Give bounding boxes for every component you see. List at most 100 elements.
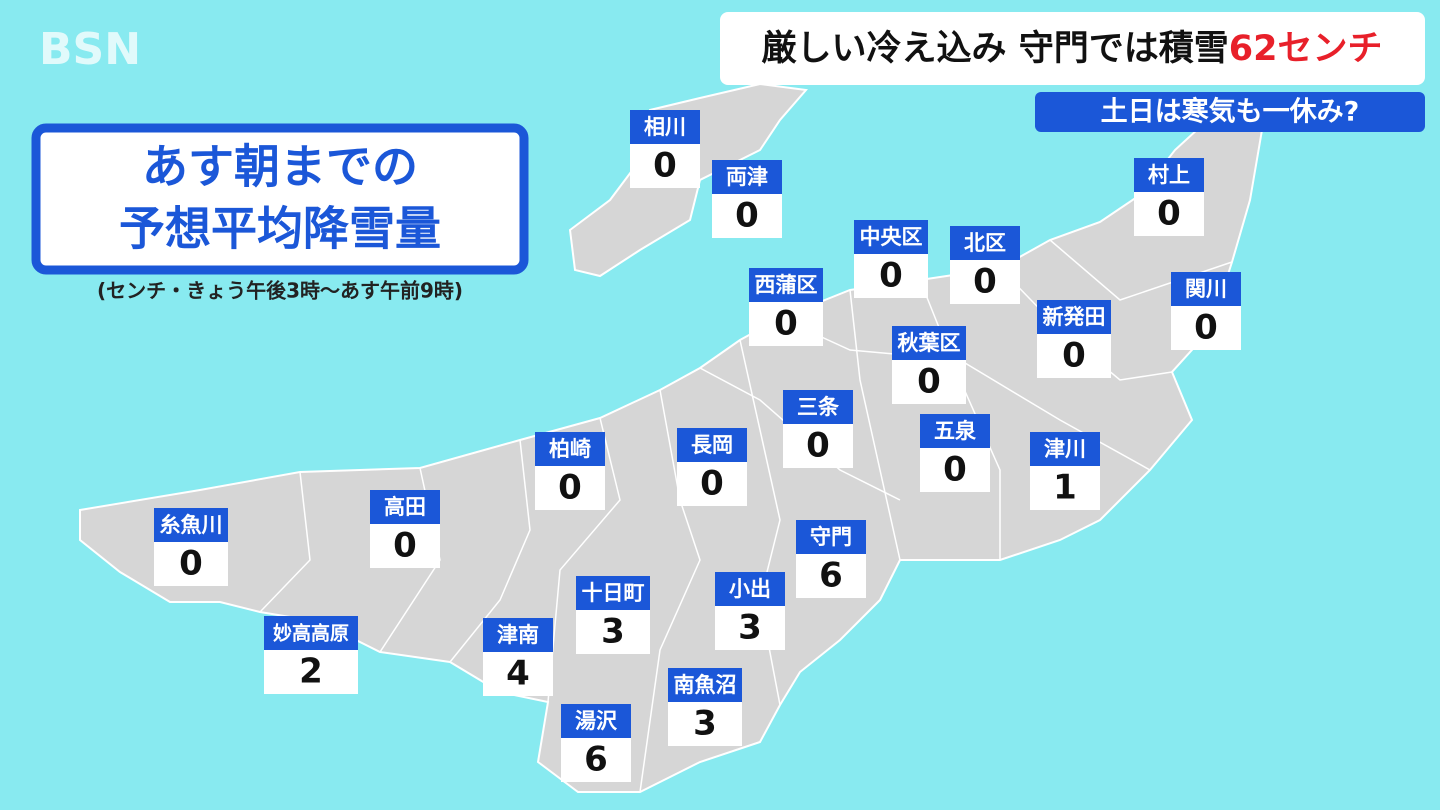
label-value-box — [715, 606, 785, 650]
label-value-box — [892, 360, 966, 404]
location-label: 津川 1 — [1030, 432, 1100, 510]
label-name-box — [1037, 300, 1111, 334]
label-value-box — [668, 702, 742, 746]
headline: 厳しい冷え込み 守門では積雪62センチ — [762, 29, 1383, 69]
location-name: 守門 — [810, 525, 852, 549]
location-name: 五泉 — [934, 419, 977, 443]
location-label: 守門 6 — [796, 520, 866, 598]
label-name-box — [483, 618, 553, 652]
location-value: 0 — [1062, 336, 1086, 376]
location-name: 湯沢 — [575, 709, 618, 733]
label-name-box — [561, 704, 631, 738]
location-value: 0 — [1194, 308, 1218, 348]
location-label: 両津 0 — [712, 160, 782, 238]
location-label: 長岡 0 — [677, 428, 747, 506]
location-value: 2 — [299, 652, 323, 692]
location-label: 村上 0 — [1134, 158, 1204, 236]
label-value-box — [796, 554, 866, 598]
label-name-box — [264, 616, 358, 650]
location-name: 秋葉区 — [898, 331, 961, 355]
panel-title-line: 予想平均降雪量 — [119, 202, 441, 256]
label-value-box — [370, 524, 440, 568]
location-name: 柏崎 — [549, 437, 591, 461]
location-label: 津南 4 — [483, 618, 553, 696]
label-name-box — [1030, 432, 1100, 466]
label-name-box — [677, 428, 747, 462]
label-name-box — [715, 572, 785, 606]
label-name-box — [630, 110, 700, 144]
location-label: 湯沢 6 — [561, 704, 631, 782]
label-value-box — [749, 302, 823, 346]
label-name-box — [576, 576, 650, 610]
location-label: 三条 0 — [783, 390, 853, 468]
label-value-box — [783, 424, 853, 468]
location-value: 3 — [601, 612, 625, 652]
location-label: 中央区 0 — [854, 220, 928, 298]
label-name-box — [796, 520, 866, 554]
label-value-box — [154, 542, 228, 586]
location-value: 3 — [693, 704, 717, 744]
location-label: 五泉 0 — [920, 414, 990, 492]
location-name: 津川 — [1044, 437, 1086, 461]
label-value-box — [630, 144, 700, 188]
label-value-box — [950, 260, 1020, 304]
location-name: 南魚沼 — [674, 673, 737, 697]
headline-box — [720, 12, 1425, 85]
location-value: 0 — [700, 464, 724, 504]
label-value-box — [854, 254, 928, 298]
location-name: 村上 — [1148, 163, 1190, 187]
label-name-box — [712, 160, 782, 194]
label-name-box — [783, 390, 853, 424]
location-name: 十日町 — [582, 581, 645, 605]
location-label: 小出 3 — [715, 572, 785, 650]
label-value-box — [561, 738, 631, 782]
location-name: 高田 — [384, 495, 426, 519]
label-name-box — [154, 508, 228, 542]
location-value: 0 — [653, 146, 677, 186]
location-name: 西蒲区 — [755, 273, 818, 297]
logo: BSN — [39, 24, 141, 75]
location-value: 0 — [774, 304, 798, 344]
locations: 相川 0 両津 0 村上 0 中央区 0 北区 0 西蒲区 0 新発田 0 関川 0 秋葉区 0 三条 0 五泉 0 津川 1… — [154, 110, 1241, 782]
location-name: 関川 — [1185, 277, 1227, 301]
location-value: 0 — [1157, 194, 1181, 234]
label-name-box — [668, 668, 742, 702]
headline-highlight: 62センチ — [1229, 29, 1383, 69]
label-value-box — [712, 194, 782, 238]
location-label: 十日町 3 — [576, 576, 650, 654]
location-label: 西蒲区 0 — [749, 268, 823, 346]
location-label: 高田 0 — [370, 490, 440, 568]
location-label: 柏崎 0 — [535, 432, 605, 510]
location-name: 三条 — [797, 395, 840, 419]
location-label: 糸魚川 0 — [154, 508, 228, 586]
label-name-box — [1171, 272, 1241, 306]
location-label: 関川 0 — [1171, 272, 1241, 350]
subheadline: 土日は寒気も一休み? — [1101, 96, 1360, 128]
location-value: 0 — [806, 426, 830, 466]
location-name: 小出 — [729, 577, 771, 601]
label-name-box — [950, 226, 1020, 260]
label-value-box — [1037, 334, 1111, 378]
location-value: 6 — [819, 556, 843, 596]
location-value: 0 — [393, 526, 417, 566]
location-name: 長岡 — [691, 433, 733, 457]
panel-note: (センチ・きょう午後3時～あす午前9時) — [97, 279, 463, 303]
location-value: 0 — [558, 468, 582, 508]
location-value: 4 — [506, 654, 530, 694]
location-label: 相川 0 — [630, 110, 700, 188]
location-value: 0 — [917, 362, 941, 402]
label-name-box — [1134, 158, 1204, 192]
location-label: 北区 0 — [950, 226, 1020, 304]
mainland — [79, 98, 1264, 793]
location-name: 糸魚川 — [160, 513, 223, 537]
label-name-box — [892, 326, 966, 360]
label-name-box — [370, 490, 440, 524]
location-label: 妙高高原 2 — [264, 616, 358, 694]
title-panel — [31, 123, 529, 275]
location-value: 3 — [738, 608, 762, 648]
label-value-box — [483, 652, 553, 696]
location-name: 相川 — [644, 115, 686, 139]
location-name: 妙高高原 — [273, 622, 349, 645]
